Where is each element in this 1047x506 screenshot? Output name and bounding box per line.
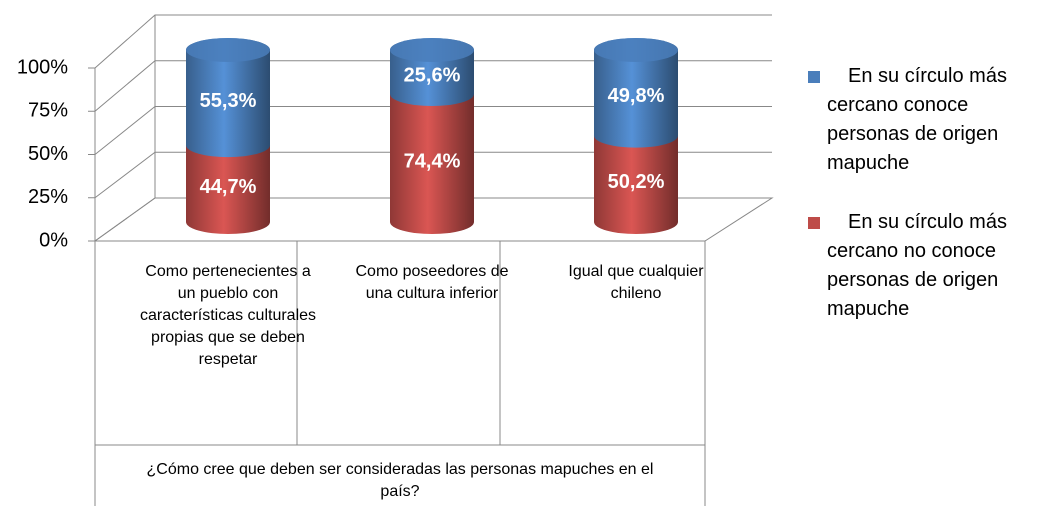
value-label: 50,2% [608,171,665,193]
grid-line [94,151,772,199]
grid-line [94,197,772,242]
y-tick-label: 50% [28,143,68,165]
cylinder-cap [390,38,474,62]
legend-swatch [808,71,820,83]
cylinder-segment [594,123,678,234]
x-axis-title: ¿Cómo cree que deben ser consideradas la… [146,461,654,500]
y-tick-label: 0% [39,229,68,251]
grid-line [94,14,772,69]
x-tick-label: Como pertenecientes a un pueblo con cara… [139,263,317,368]
y-tick-label: 25% [28,186,68,208]
x-tick-label: Como poseedores de una cultura inferior [355,263,509,302]
y-tick-label: 100% [17,56,68,78]
cylinder-cap [594,38,678,62]
value-label: 74,4% [404,150,461,172]
grid-line [94,60,772,112]
cylinder-segment [186,133,270,234]
cylinder-segment [186,38,270,158]
value-label: 49,8% [608,85,665,107]
value-label: 25,6% [404,64,461,86]
legend-label: En su círculo más cercano conoce persona… [827,65,1007,174]
cylinder-cap [186,38,270,62]
value-label: 55,3% [200,90,257,112]
x-tick-label: Igual que cualquier chileno [568,263,704,302]
legend-label: En su círculo más cercano no conoce pers… [827,211,1007,320]
legend-swatch [808,217,820,229]
grid-line [94,106,772,155]
cylinder-segment [594,38,678,148]
cylinder-segment [390,82,474,234]
y-tick-label: 75% [28,100,68,122]
value-label: 44,7% [200,176,257,198]
